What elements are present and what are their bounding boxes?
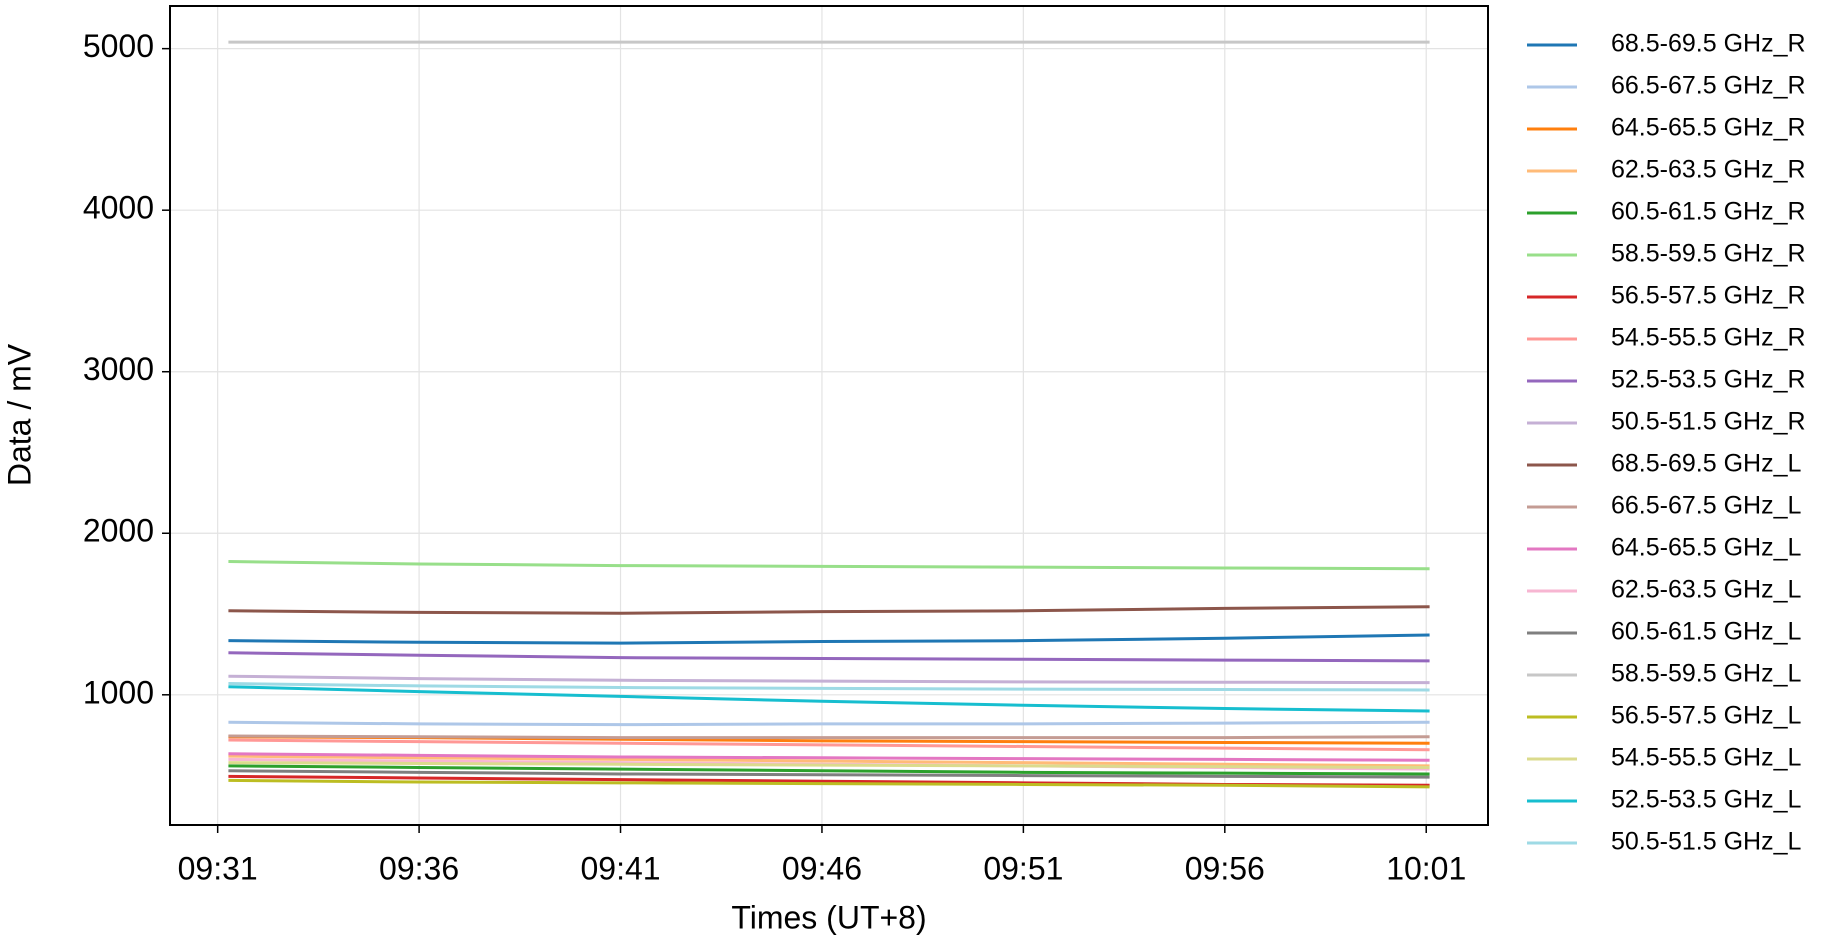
legend-label: 52.5-53.5 GHz_R [1611, 366, 1806, 394]
y-tick-label: 4000 [83, 190, 154, 226]
legend-label: 56.5-57.5 GHz_R [1611, 282, 1806, 310]
legend-label: 66.5-67.5 GHz_L [1611, 492, 1801, 520]
legend-label: 64.5-65.5 GHz_L [1611, 534, 1801, 562]
x-tick-label: 09:51 [983, 850, 1063, 886]
legend-label: 50.5-51.5 GHz_L [1611, 828, 1801, 856]
legend-label: 64.5-65.5 GHz_R [1611, 114, 1806, 142]
legend-label: 52.5-53.5 GHz_L [1611, 786, 1801, 814]
y-axis-label: Data / mV [1, 343, 37, 486]
series-line [228, 764, 1430, 776]
y-tick-label: 1000 [83, 674, 154, 710]
series-line [228, 674, 1430, 685]
legend-label: 54.5-55.5 GHz_R [1611, 324, 1806, 352]
legend-label: 62.5-63.5 GHz_R [1611, 156, 1806, 184]
legend-label: 58.5-59.5 GHz_R [1611, 240, 1806, 268]
series-line [228, 761, 1430, 769]
series-line [228, 651, 1430, 663]
x-tick-label: 10:01 [1386, 850, 1466, 886]
legend-label: 50.5-51.5 GHz_R [1611, 408, 1806, 436]
series-line [228, 734, 1430, 740]
series-line [228, 560, 1430, 571]
legend-label: 62.5-63.5 GHz_L [1611, 576, 1801, 604]
legend-label: 58.5-59.5 GHz_L [1611, 660, 1801, 688]
legend-label: 68.5-69.5 GHz_L [1611, 450, 1801, 478]
series-line [228, 752, 1430, 762]
series-line [228, 685, 1430, 713]
series-line [228, 769, 1430, 779]
legend-label: 60.5-61.5 GHz_R [1611, 198, 1806, 226]
x-tick-label: 09:56 [1185, 850, 1265, 886]
series-line [228, 633, 1430, 645]
legend-label: 54.5-55.5 GHz_L [1611, 744, 1801, 772]
y-tick-label: 2000 [83, 513, 154, 549]
x-tick-label: 09:41 [580, 850, 660, 886]
legend-label: 66.5-67.5 GHz_R [1611, 72, 1806, 100]
series-line [228, 605, 1430, 615]
series-line [228, 738, 1430, 752]
series-line [228, 681, 1430, 692]
x-axis-label: Times (UT+8) [731, 899, 926, 935]
y-tick-label: 5000 [83, 28, 154, 64]
y-tick-label: 3000 [83, 351, 154, 387]
x-tick-label: 09:46 [782, 850, 862, 886]
x-tick-label: 09:36 [379, 850, 459, 886]
x-tick-label: 09:31 [178, 850, 258, 886]
plot-frame [169, 5, 1489, 826]
series-line [228, 778, 1430, 789]
series-line [228, 720, 1430, 727]
legend-label: 56.5-57.5 GHz_L [1611, 702, 1801, 730]
legend-label: 68.5-69.5 GHz_R [1611, 30, 1806, 58]
series-line [228, 754, 1430, 768]
legend-label: 60.5-61.5 GHz_L [1611, 618, 1801, 646]
